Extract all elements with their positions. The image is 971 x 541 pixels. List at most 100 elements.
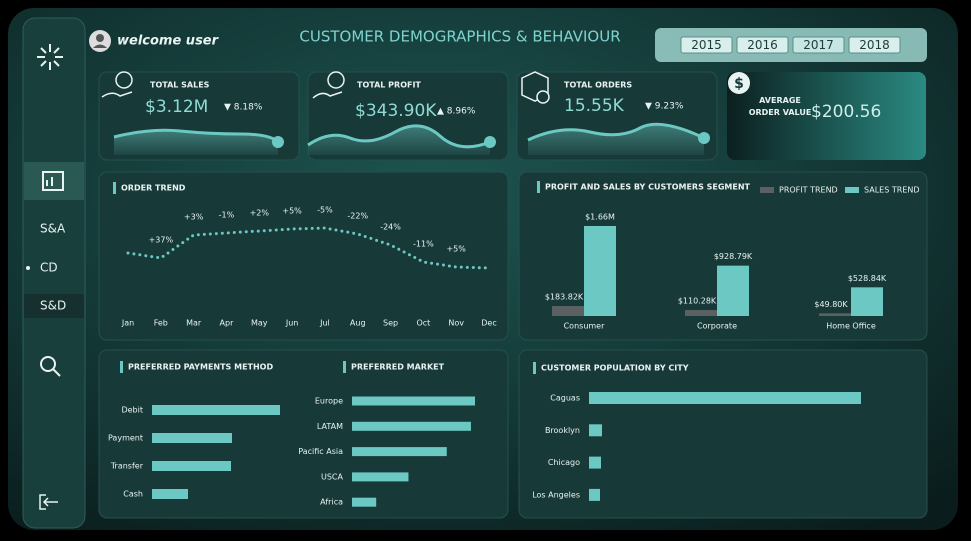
title-marker <box>533 362 536 374</box>
bar <box>352 472 409 482</box>
bar <box>152 461 231 471</box>
value-label: $1.66M <box>585 213 615 222</box>
kpi-card <box>727 72 926 160</box>
year-button[interactable] <box>792 36 845 54</box>
year-label[interactable]: 2016 <box>747 38 778 52</box>
y-tick-label: Africa <box>320 498 343 507</box>
y-tick-label: Chicago <box>548 458 580 467</box>
bar <box>352 396 475 406</box>
chart-title: ORDER TREND <box>121 184 186 193</box>
nav-item[interactable]: S&A <box>40 222 66 236</box>
kpi-label: TOTAL SALES <box>150 81 210 90</box>
title-marker <box>120 361 123 373</box>
logout-icon[interactable] <box>39 494 58 510</box>
bar <box>152 433 232 443</box>
x-tick-label: Jul <box>319 319 330 328</box>
search-icon[interactable] <box>40 356 61 377</box>
x-tick-label: Feb <box>154 319 168 328</box>
x-tick-label: Dec <box>481 319 496 328</box>
kpi-icons <box>101 71 550 104</box>
bar <box>589 392 861 404</box>
bar <box>352 421 471 431</box>
value-label: $928.79K <box>714 252 753 261</box>
bar <box>589 488 600 501</box>
y-tick-label: Cash <box>123 490 143 499</box>
change-label: -1% <box>219 211 235 220</box>
year-button[interactable] <box>848 36 901 54</box>
change-label: -11% <box>413 240 434 249</box>
x-tick-label: Home Office <box>826 322 876 331</box>
legend-swatch <box>760 187 774 193</box>
kpi-value: $3.12M <box>145 97 208 117</box>
x-tick-label: Jun <box>285 319 299 328</box>
change-label: +5% <box>446 245 466 254</box>
panel <box>98 171 509 341</box>
year-label[interactable]: 2018 <box>859 38 890 52</box>
change-label: +3% <box>184 213 204 222</box>
sparklines <box>113 122 710 155</box>
bar <box>352 447 447 457</box>
title-marker <box>113 182 116 194</box>
x-tick-label: Sep <box>383 319 398 328</box>
y-tick-label: Los Angeles <box>532 490 580 499</box>
dollar-icon-text: $ <box>734 76 744 92</box>
logo-icon <box>37 44 63 70</box>
y-tick-label: Brooklyn <box>545 426 580 435</box>
legend-swatch <box>845 187 859 193</box>
kpi-change: ▲ 8.96% <box>437 107 476 117</box>
panel <box>518 171 928 341</box>
y-tick-label: Debit <box>121 406 143 415</box>
kpi-value: 15.55K <box>564 96 625 116</box>
change-label: -24% <box>380 223 401 232</box>
kpi-label: TOTAL PROFIT <box>357 81 421 90</box>
bar <box>589 424 602 437</box>
nav-item[interactable]: S&D <box>40 299 66 313</box>
bar <box>717 265 749 316</box>
sparkline-area <box>528 124 704 155</box>
sidebar <box>22 17 86 529</box>
change-label: +37% <box>149 236 174 245</box>
sparkline <box>527 122 705 142</box>
year-button[interactable] <box>680 36 733 54</box>
year-button[interactable] <box>736 36 789 54</box>
nav-item[interactable]: CD <box>40 261 58 275</box>
change-label: +2% <box>250 209 270 218</box>
y-tick-label: Europe <box>315 397 343 406</box>
bar <box>584 226 616 316</box>
year-label[interactable]: 2017 <box>803 38 834 52</box>
value-label: $183.82K <box>545 293 584 302</box>
sparkline-end <box>484 136 496 148</box>
sparkline-area <box>308 125 490 155</box>
x-tick-label: May <box>251 319 268 328</box>
title-marker <box>537 181 540 193</box>
dashboard-icon[interactable] <box>42 171 64 191</box>
sparkline-end <box>698 132 710 144</box>
bar <box>152 405 280 415</box>
sparkline <box>113 128 280 144</box>
x-tick-label: Jan <box>121 319 134 328</box>
legend-label: PROFIT TREND <box>779 186 838 195</box>
page-title: CUSTOMER DEMOGRAPHICS & BEHAVIOUR <box>299 28 620 46</box>
nav-dot <box>26 266 30 270</box>
bar <box>552 306 584 316</box>
value-label: $49.80K <box>814 300 848 309</box>
kpi-label-wrap: AVERAGE ORDER VALUE <box>749 96 812 117</box>
value-label: $528.84K <box>848 274 887 283</box>
y-tick-label: Pacific Asia <box>298 447 343 456</box>
sparkline-end <box>272 136 284 148</box>
legend-label: SALES TREND <box>864 186 919 195</box>
bar <box>152 489 188 499</box>
kpi-value: $200.56 <box>811 102 881 122</box>
user-avatar-head <box>96 34 104 42</box>
sparkline <box>307 124 491 149</box>
year-label[interactable]: 2015 <box>691 38 722 52</box>
kpi-card <box>307 71 509 161</box>
title-marker <box>343 361 346 373</box>
kpi-label: TOTAL ORDERS <box>564 81 632 90</box>
y-tick-label: LATAM <box>317 422 343 431</box>
nav-active-bg[interactable] <box>24 162 84 200</box>
bar <box>685 310 717 316</box>
x-tick-label: Apr <box>220 319 235 328</box>
